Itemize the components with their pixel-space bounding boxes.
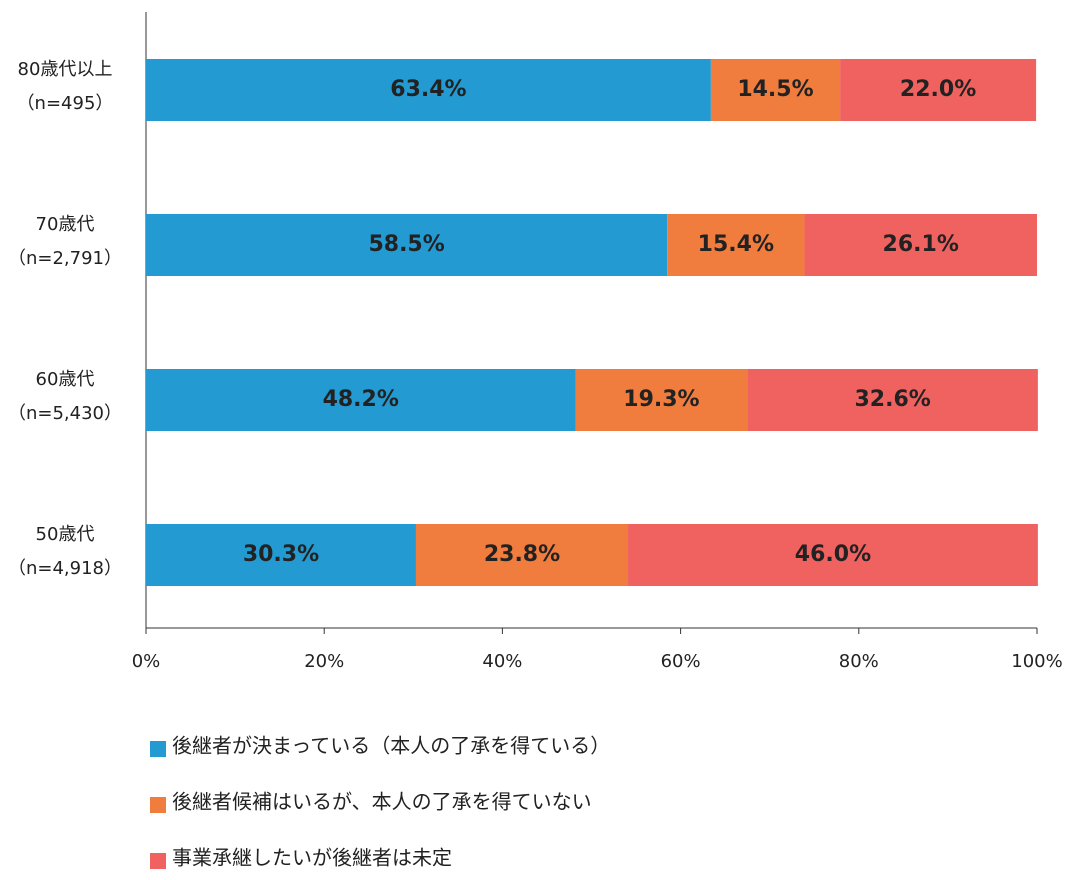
data-label: 30.3% [243, 542, 319, 567]
bar-segment [840, 59, 1037, 121]
data-label: 58.5% [368, 232, 444, 257]
category-label: （n=4,918） [8, 558, 122, 579]
legend-swatch [150, 797, 166, 813]
data-label: 48.2% [323, 387, 399, 412]
bar-segment [146, 524, 416, 586]
bar-segment [747, 369, 1038, 431]
legend-label: 事業承継したいが後継者は未定 [172, 846, 452, 870]
x-tick-label: 20% [304, 651, 344, 672]
bar-segment [146, 214, 668, 276]
legend-label: 後継者候補はいるが、本人の了承を得ていない [172, 790, 592, 814]
bar-segment [146, 369, 576, 431]
category-label: （n=5,430） [8, 403, 122, 424]
data-label: 19.3% [623, 387, 699, 412]
bar-segment [667, 214, 805, 276]
data-label: 23.8% [484, 542, 560, 567]
data-label: 15.4% [698, 232, 774, 257]
data-label: 14.5% [737, 77, 813, 102]
category-label: 50歳代 [36, 524, 95, 545]
bar-segment [415, 524, 629, 586]
bar-segment [628, 524, 1038, 586]
data-label: 26.1% [883, 232, 959, 257]
bar-segment [710, 59, 841, 121]
data-label: 22.0% [900, 77, 976, 102]
legend-label: 後継者が決まっている（本人の了承を得ている） [172, 734, 610, 758]
x-tick-label: 40% [482, 651, 522, 672]
category-label: 60歳代 [36, 369, 95, 390]
category-label: 80歳代以上 [18, 59, 113, 80]
bar-segment [575, 369, 748, 431]
x-tick-label: 80% [839, 651, 879, 672]
category-label: （n=2,791） [8, 248, 122, 269]
data-label: 63.4% [390, 77, 466, 102]
data-label: 46.0% [795, 542, 871, 567]
x-tick-label: 0% [132, 651, 161, 672]
legend-swatch [150, 853, 166, 869]
data-label: 32.6% [854, 387, 930, 412]
legend-swatch [150, 741, 166, 757]
x-tick-label: 100% [1011, 651, 1062, 672]
category-label: （n=495） [17, 93, 114, 114]
category-label: 70歳代 [36, 214, 95, 235]
bar-segment [146, 59, 711, 121]
bar-segment [804, 214, 1037, 276]
x-tick-label: 60% [661, 651, 701, 672]
